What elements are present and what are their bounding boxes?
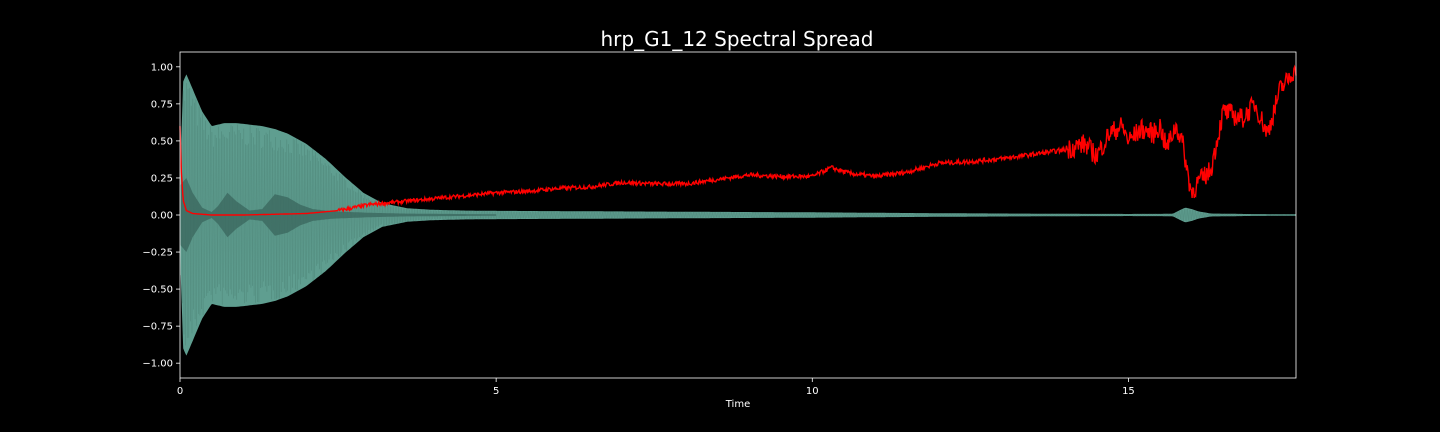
x-axis: 0 5 10 15 bbox=[177, 378, 1135, 397]
y-axis: −1.00 −0.75 −0.50 −0.25 0.00 0.25 0.50 0.75 1.00 bbox=[142, 62, 180, 370]
y-tick-label: −1.00 bbox=[142, 359, 173, 370]
x-tick-label: 15 bbox=[1122, 386, 1135, 397]
waveform-envelope bbox=[180, 74, 1296, 356]
spectral-spread-line bbox=[179, 64, 1297, 216]
spread-layer bbox=[179, 64, 1297, 216]
y-tick-label: 0.50 bbox=[151, 136, 173, 147]
waveform-inner-band bbox=[180, 178, 497, 252]
waveform-oscillation bbox=[179, 82, 1297, 346]
y-tick-label: −0.75 bbox=[142, 322, 173, 333]
waveform-layer bbox=[179, 74, 1297, 356]
y-tick-label: −0.25 bbox=[142, 248, 173, 259]
y-tick-label: −0.50 bbox=[142, 285, 173, 296]
x-tick-label: 10 bbox=[806, 386, 819, 397]
x-tick-label: 5 bbox=[493, 386, 499, 397]
x-axis-label: Time bbox=[725, 399, 750, 410]
y-tick-label: 0.25 bbox=[151, 173, 173, 184]
x-tick-label: 0 bbox=[177, 386, 183, 397]
chart-title: hrp_G1_12 Spectral Spread bbox=[601, 27, 874, 51]
y-tick-label: 0.75 bbox=[151, 99, 173, 110]
y-tick-label: 1.00 bbox=[151, 62, 173, 73]
y-tick-label: 0.00 bbox=[151, 211, 173, 222]
